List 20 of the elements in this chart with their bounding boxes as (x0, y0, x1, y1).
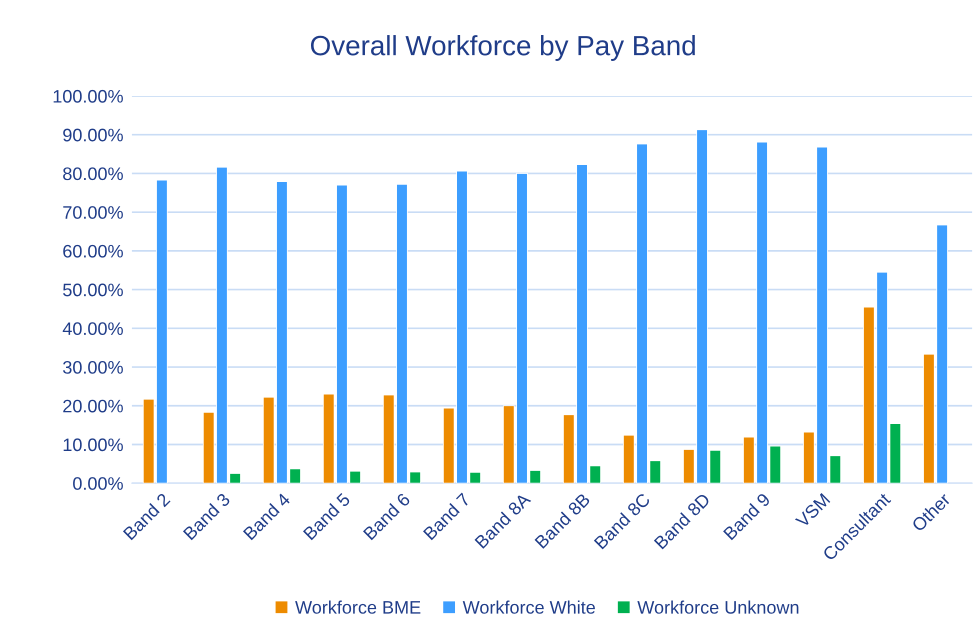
y-tick-label: 0.00% (73, 477, 123, 490)
y-tick-label: 20.00% (63, 400, 123, 412)
y-tick-label: 50.00% (63, 284, 123, 296)
y-tick-label: 100.00% (54, 90, 123, 103)
bar (803, 432, 815, 484)
y-tick-label: 60.00% (63, 244, 123, 258)
y-tick-label: 70.00% (63, 206, 123, 219)
chart-title: Overall Workforce by Pay Band (310, 35, 695, 61)
bar (936, 224, 948, 484)
legend-label: Workforce BME (295, 600, 420, 614)
legend-label: Workforce Unknown (637, 600, 798, 614)
bar (229, 473, 241, 484)
y-tick-label: 80.00% (63, 167, 123, 180)
y-tick-label: 10.00% (64, 438, 123, 452)
legend-label: Workforce White (462, 600, 595, 614)
y-tick-label: 40.00% (62, 322, 123, 336)
bar (923, 354, 935, 484)
y-tick-label: 90.00% (63, 128, 123, 142)
y-tick-label: 30.00% (63, 360, 123, 374)
bar (863, 306, 875, 484)
